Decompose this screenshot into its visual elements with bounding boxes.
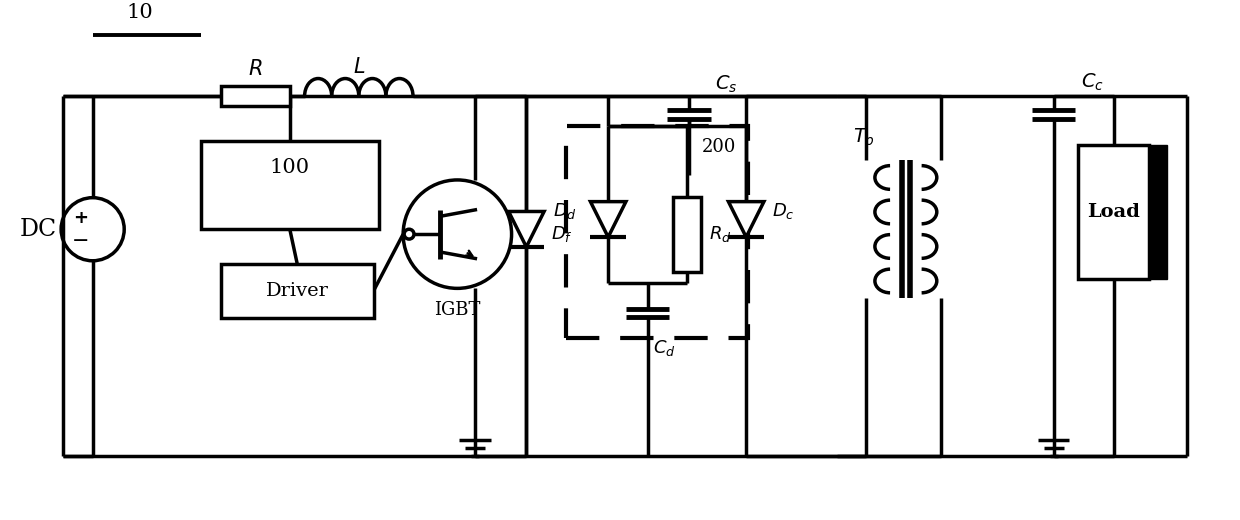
Text: $C_s$: $C_s$ bbox=[714, 74, 737, 95]
Bar bbox=[221, 264, 373, 318]
Polygon shape bbox=[728, 202, 764, 237]
Circle shape bbox=[404, 229, 414, 239]
Bar bbox=[221, 86, 290, 106]
Text: $T_p$: $T_p$ bbox=[853, 126, 875, 151]
Text: 100: 100 bbox=[270, 158, 310, 177]
Text: $C_c$: $C_c$ bbox=[1081, 72, 1105, 93]
Bar bbox=[1149, 146, 1167, 279]
Text: 200: 200 bbox=[702, 138, 735, 157]
Text: $R_d$: $R_d$ bbox=[709, 224, 732, 244]
Text: $D_c$: $D_c$ bbox=[771, 201, 795, 222]
Text: DC: DC bbox=[20, 218, 57, 241]
Bar bbox=[201, 140, 378, 229]
Bar bbox=[565, 126, 748, 337]
Text: $D_d$: $D_d$ bbox=[553, 201, 577, 222]
Polygon shape bbox=[508, 212, 544, 247]
Text: $C_d$: $C_d$ bbox=[652, 337, 675, 358]
Bar bbox=[673, 197, 701, 271]
Polygon shape bbox=[590, 202, 626, 237]
Text: +: + bbox=[73, 210, 88, 227]
Text: $L$: $L$ bbox=[352, 57, 365, 76]
Text: 10: 10 bbox=[126, 3, 154, 22]
Text: IGBT: IGBT bbox=[434, 301, 481, 319]
Text: Driver: Driver bbox=[265, 282, 329, 300]
Text: $R$: $R$ bbox=[248, 59, 263, 79]
Text: $D_f$: $D_f$ bbox=[551, 224, 573, 244]
Text: −: − bbox=[72, 231, 89, 251]
Text: Load: Load bbox=[1087, 203, 1141, 221]
Bar bbox=[1079, 146, 1149, 279]
